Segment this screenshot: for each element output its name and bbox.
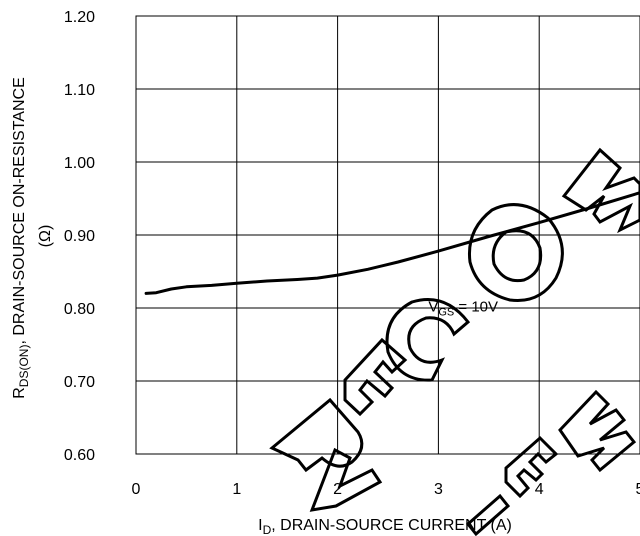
- y-tick-label: 0.70: [64, 374, 95, 391]
- x-axis-label-sub: D: [263, 523, 272, 536]
- y-tick-label: 1.10: [64, 82, 95, 99]
- x-tick-labels: 0 1 2 3 4 5: [132, 481, 640, 498]
- grid: [135, 15, 640, 455]
- x-axis-label-rest: , DRAIN-SOURCE CURRENT (A): [271, 517, 512, 534]
- y-tick-label: 0.90: [64, 228, 95, 245]
- x-tick-label: 3: [434, 481, 443, 498]
- annotation-sub: GS: [438, 307, 454, 319]
- y-axis-label-unit: (Ω): [37, 225, 54, 248]
- y-tick-label: 1.00: [64, 155, 95, 172]
- y-tick-labels: 0.60 0.70 0.80 0.90 1.00 1.10 1.20: [64, 9, 95, 464]
- x-tick-label: 1: [232, 481, 241, 498]
- x-tick-label: 0: [132, 481, 141, 498]
- plot-frame: [135, 15, 640, 455]
- annotation-vgs: VGS = 10V: [428, 299, 498, 319]
- y-tick-label: 0.80: [64, 301, 95, 318]
- plot-border: [135, 15, 640, 455]
- y-axis-label: RDS(ON), DRAIN-SOURCE ON-RESISTANCE: [11, 77, 31, 399]
- x-axis-label-main: I: [258, 517, 262, 534]
- y-tick-label: 0.60: [64, 447, 95, 464]
- x-tick-label: 4: [535, 481, 544, 498]
- y-axis-label-main: R: [11, 387, 28, 399]
- x-tick-label: 2: [333, 481, 342, 498]
- y-axis-label-sub: DS(ON): [17, 345, 31, 388]
- x-tick-label: 5: [636, 481, 640, 498]
- watermark: [269, 147, 640, 536]
- series-line: [144, 191, 640, 295]
- x-axis-label: ID, DRAIN-SOURCE CURRENT (A): [258, 517, 512, 536]
- annotation-rest: = 10V: [454, 299, 498, 316]
- y-axis-label-rest: , DRAIN-SOURCE ON-RESISTANCE: [11, 77, 28, 344]
- annotation-main: V: [428, 299, 438, 316]
- y-tick-label: 1.20: [64, 9, 95, 26]
